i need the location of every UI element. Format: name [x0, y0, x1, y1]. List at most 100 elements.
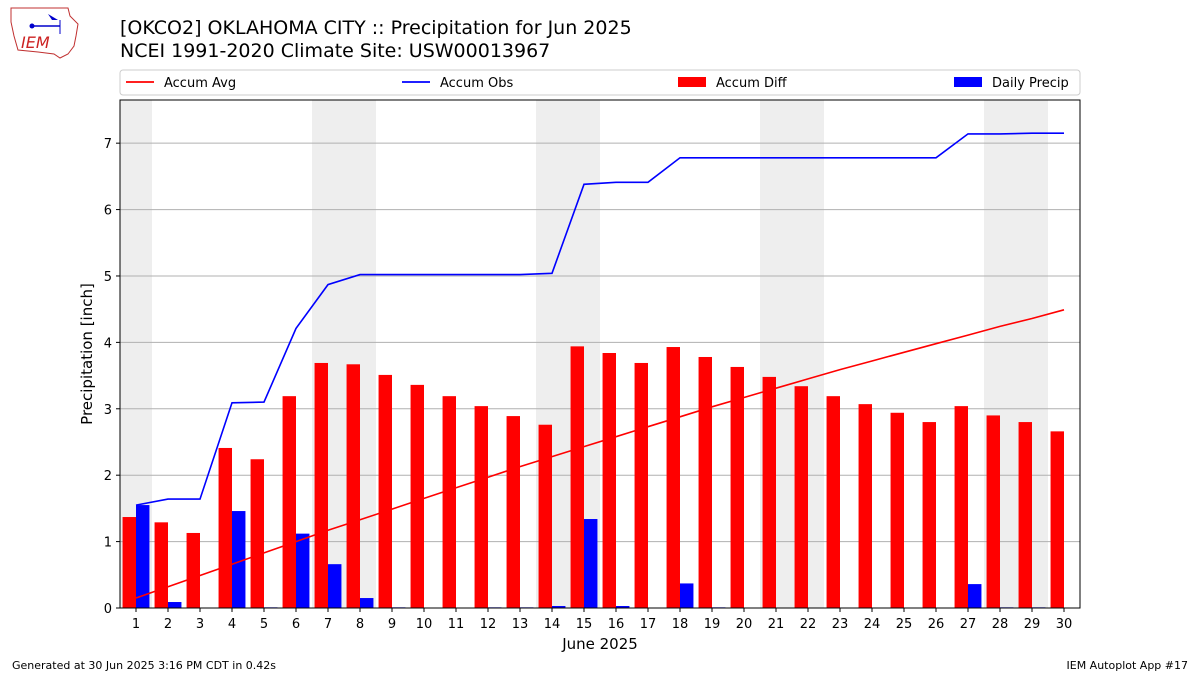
x-tick-label: 13	[512, 617, 529, 632]
y-tick-label: 0	[104, 602, 112, 617]
x-tick-label: 1	[132, 617, 140, 632]
legend-swatch-daily-precip	[954, 77, 982, 87]
x-tick-label: 28	[992, 617, 1009, 632]
bar-daily-precip	[136, 505, 150, 608]
x-tick-label: 8	[356, 617, 364, 632]
bar-accum-diff	[794, 386, 808, 608]
bar-accum-diff	[442, 396, 456, 608]
bar-accum-diff	[602, 353, 616, 608]
legend-label-accum-diff: Accum Diff	[716, 76, 788, 91]
y-tick-label: 1	[104, 536, 112, 551]
x-tick-label: 25	[896, 617, 913, 632]
x-tick-label: 18	[672, 617, 689, 632]
bar-accum-diff	[730, 366, 744, 608]
bar-accum-diff	[378, 374, 392, 608]
bar-daily-precip	[232, 511, 246, 608]
bar-daily-precip	[616, 606, 630, 608]
bar-accum-diff	[1018, 422, 1032, 608]
x-tick-label: 9	[388, 617, 396, 632]
bar-accum-diff	[122, 517, 136, 608]
x-tick-label: 24	[864, 617, 881, 632]
bar-accum-diff	[218, 447, 232, 608]
iem-logo: IEM	[10, 7, 79, 59]
x-tick-label: 4	[228, 617, 236, 632]
chart-subtitle: NCEI 1991-2020 Climate Site: USW00013967	[120, 40, 551, 62]
line-accum-avg	[135, 309, 1065, 599]
x-tick-label: 10	[416, 617, 433, 632]
y-tick-label: 7	[104, 137, 112, 152]
legend-label-accum-avg: Accum Avg	[164, 76, 236, 91]
bar-accum-diff	[698, 356, 712, 608]
bar-accum-diff	[858, 404, 872, 608]
bar-daily-precip	[552, 606, 566, 608]
y-axis-label: Precipitation [inch]	[78, 283, 96, 425]
legend-box	[119, 69, 1081, 96]
bar-accum-diff	[282, 396, 296, 608]
legend-label-accum-obs: Accum Obs	[440, 76, 513, 91]
bar-accum-diff	[314, 362, 328, 608]
y-gridlines	[120, 142, 1080, 543]
x-tick-label: 11	[448, 617, 465, 632]
x-tick-label: 5	[260, 617, 268, 632]
x-tick-label: 26	[928, 617, 945, 632]
x-tick-label: 15	[576, 617, 593, 632]
legend-label-daily-precip: Daily Precip	[992, 76, 1069, 91]
x-tick-label: 19	[704, 617, 721, 632]
x-tick-label: 17	[640, 617, 657, 632]
bar-accum-diff	[954, 406, 968, 608]
plot-frame	[119, 99, 1081, 609]
bar-daily-precip	[328, 564, 342, 608]
chart-title: [OKCO2] OKLAHOMA CITY :: Precipitation f…	[120, 17, 632, 39]
bar-accum-diff	[634, 362, 648, 608]
x-tick-label: 20	[736, 617, 753, 632]
bar-accum-diff	[1050, 431, 1064, 608]
bar-daily-precip	[584, 519, 598, 608]
bar-accum-diff	[762, 376, 776, 608]
bar-daily-precip	[296, 533, 310, 608]
bar-accum-diff	[346, 364, 360, 608]
bar-accum-diff	[154, 522, 168, 608]
bar-accum-diff	[474, 406, 488, 608]
app-label: IEM Autoplot App #17	[1066, 659, 1189, 672]
x-tick-label: 30	[1056, 617, 1073, 632]
legend: Accum Avg Accum Obs Accum Diff Daily Precip	[119, 69, 1081, 96]
x-tick-label: 27	[960, 617, 977, 632]
bar-accum-diff	[986, 415, 1000, 608]
bar-accum-diff	[506, 416, 520, 608]
bar-accum-diff	[570, 346, 584, 608]
bar-daily-precip	[680, 583, 694, 608]
x-tick-label: 12	[480, 617, 497, 632]
bar-accum-diff	[826, 396, 840, 608]
x-tick-label: 23	[832, 617, 849, 632]
x-tick-label: 14	[544, 617, 561, 632]
logo-text: IEM	[21, 33, 50, 52]
bar-accum-diff	[666, 347, 680, 608]
x-axis-label: June 2025	[561, 635, 638, 653]
y-tick-label: 4	[104, 336, 112, 351]
y-tick-label: 6	[104, 204, 112, 219]
x-tick-label: 22	[800, 617, 817, 632]
bar-daily-precip	[360, 598, 374, 608]
y-tick-label: 3	[104, 403, 112, 418]
x-tick-label: 6	[292, 617, 300, 632]
x-tick-label: 3	[196, 617, 204, 632]
lines	[135, 132, 1065, 599]
bar-accum-diff	[186, 532, 200, 608]
bar-accum-diff	[538, 424, 552, 608]
x-axis: 1 2 3 4 5 6 7 8 9 10 11 12 13 14 15 16 17 18 19 20 21 22 23 24 2…	[132, 608, 1072, 632]
x-tick-label: 21	[768, 617, 785, 632]
legend-swatch-accum-diff	[678, 77, 706, 87]
bar-accum-diff	[890, 412, 904, 608]
bar-accum-diff	[410, 384, 424, 608]
y-tick-label: 5	[104, 270, 112, 285]
x-tick-label: 29	[1024, 617, 1041, 632]
bar-accum-diff	[922, 422, 936, 608]
generated-timestamp: Generated at 30 Jun 2025 3:16 PM CDT in …	[12, 659, 277, 672]
y-tick-label: 2	[104, 469, 112, 484]
bar-accum-diff	[250, 459, 264, 608]
x-tick-label: 16	[608, 617, 625, 632]
x-tick-label: 2	[164, 617, 172, 632]
bar-daily-precip	[168, 602, 182, 608]
x-tick-label: 7	[324, 617, 332, 632]
